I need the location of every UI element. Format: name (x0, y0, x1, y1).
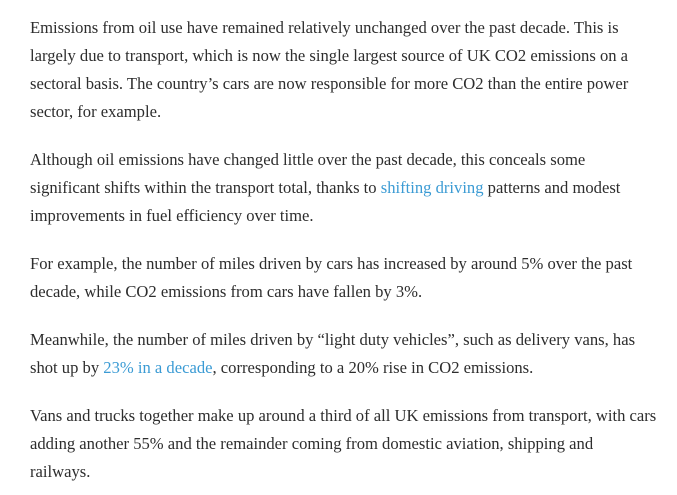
decade-growth-link[interactable]: 23% in a decade (103, 358, 213, 377)
paragraph-transport-shifts: Although oil emissions have changed litt… (30, 146, 657, 230)
paragraph-oil-emissions: Emissions from oil use have remained rel… (30, 18, 629, 121)
paragraph-text: , corresponding to a 20% rise in CO2 emi… (212, 358, 534, 377)
paragraph-vans-trucks: Vans and trucks together make up around … (30, 406, 657, 481)
paragraph-light-duty-vehicles: Meanwhile, the number of miles driven by… (30, 326, 657, 382)
paragraph-text: patterns and modest improvements in fuel… (30, 178, 621, 225)
paragraph-text: Although oil emissions have changed litt… (30, 150, 586, 197)
paragraph-text: Meanwhile, the number of miles driven by… (30, 330, 636, 377)
shifting-driving-link[interactable]: shifting driving (380, 178, 484, 197)
paragraph-car-miles: For example, the number of miles driven … (30, 254, 633, 301)
